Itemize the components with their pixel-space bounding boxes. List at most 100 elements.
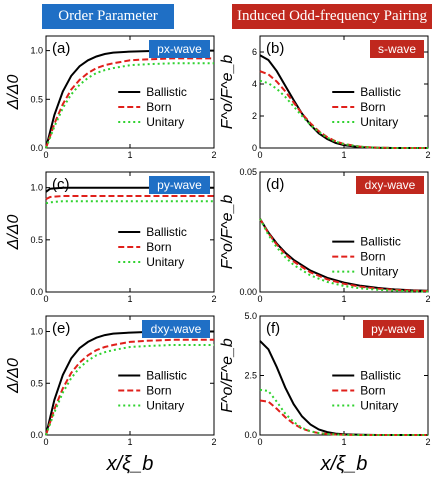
- y-tick-label: 0.0: [30, 143, 43, 153]
- series-line-ballistic: [259, 340, 428, 436]
- legend-label-ballistic: Ballistic: [146, 369, 187, 383]
- y-tick-label: 1.0: [30, 183, 43, 193]
- series-line-ballistic: [45, 49, 214, 149]
- legend-label-unitary: Unitary: [360, 265, 398, 279]
- panel-f: 0 1 2 0.0 2.5 5.0 (f) py-wave BallisticBornUnita…: [219, 311, 431, 447]
- x-axis-label: x/ξ_b: [320, 453, 368, 475]
- legend-label-born: Born: [146, 384, 171, 398]
- wave-badge-label: s-wave: [378, 42, 416, 56]
- wave-badge-label: px-wave: [157, 42, 202, 56]
- panel-label: (b): [266, 40, 284, 57]
- x-tick-label: 2: [211, 437, 216, 447]
- y-tick-label: 0.5: [30, 235, 43, 245]
- wave-badge-label: dxy-wave: [151, 322, 202, 336]
- panel-label: (c): [52, 176, 70, 193]
- legend-label-ballistic: Ballistic: [146, 225, 187, 239]
- y-tick-label: 0.5: [30, 378, 43, 388]
- series-line-ballistic: [45, 186, 214, 193]
- panel-label: (d): [266, 176, 284, 193]
- panel-e: 0 1 2 0.0 0.5 1.0 (e) dxy-wave BallisticBornUnit…: [5, 315, 217, 447]
- x-tick-label: 0: [257, 294, 262, 304]
- wave-badge: [356, 176, 424, 194]
- series-line-unitary: [45, 200, 214, 205]
- y-tick-label: 1.0: [30, 327, 43, 337]
- x-tick-label: 1: [341, 294, 346, 304]
- legend-label-ballistic: Ballistic: [360, 85, 401, 99]
- series-line-unitary: [45, 344, 214, 436]
- panel-d: 0 1 2 0.00 0.05 (d) dxy-wave BallisticBornUnita…: [219, 167, 431, 304]
- panel-a: 0 1 2 0.0 0.5 1.0 (a) px-wave BallisticBornUnita…: [5, 35, 217, 160]
- legend-label-ballistic: Ballistic: [146, 85, 187, 99]
- y-axis-label: Δ/Δ0: [5, 214, 22, 250]
- legend-label-born: Born: [146, 100, 171, 114]
- x-tick-label: 2: [425, 294, 430, 304]
- x-tick-label: 0: [43, 294, 48, 304]
- legend-label-unitary: Unitary: [360, 115, 398, 129]
- legend-label-born: Born: [360, 250, 385, 264]
- series-line-unitary: [259, 218, 429, 293]
- x-axis-label: x/ξ_b: [106, 453, 154, 475]
- series-line-ballistic: [259, 54, 428, 149]
- y-tick-label: 0.05: [239, 167, 257, 177]
- series-line-born: [45, 57, 214, 149]
- series-line-born: [259, 70, 428, 149]
- panel-c: 0 1 2 0.0 0.5 1.0 (c) py-wave BallisticBornUnita…: [5, 171, 217, 304]
- series-line-ballistic: [259, 218, 429, 292]
- wave-badge-label: py-wave: [371, 322, 416, 336]
- legend-label-born: Born: [146, 240, 171, 254]
- series-line-born: [259, 218, 429, 292]
- legend-label-born: Born: [360, 100, 385, 114]
- panel-label: (a): [52, 40, 70, 57]
- wave-badge: [149, 176, 210, 194]
- y-tick-label: 4: [252, 79, 257, 89]
- y-axis-label: F^o/F^e_b: [219, 55, 236, 130]
- legend-label-unitary: Unitary: [146, 399, 184, 413]
- wave-badge: [363, 320, 424, 338]
- x-tick-label: 2: [425, 150, 430, 160]
- x-tick-label: 1: [127, 437, 132, 447]
- series-line-born: [45, 195, 214, 200]
- wave-badge: [370, 40, 424, 58]
- y-tick-label: 0.5: [30, 94, 43, 104]
- y-axis-label: Δ/Δ0: [5, 358, 22, 394]
- series-line-born: [45, 338, 214, 436]
- y-tick-label: 5.0: [244, 311, 257, 321]
- legend-label-born: Born: [360, 384, 385, 398]
- wave-badge-label: dxy-wave: [365, 178, 416, 192]
- y-tick-label: 0.00: [239, 287, 257, 297]
- y-tick-label: 2: [252, 111, 257, 121]
- y-tick-label: 0.0: [30, 287, 43, 297]
- y-tick-label: 1.0: [30, 46, 43, 56]
- x-tick-label: 2: [425, 437, 430, 447]
- panel-label: (e): [52, 320, 70, 337]
- x-tick-label: 0: [257, 437, 262, 447]
- series-line-unitary: [259, 388, 428, 436]
- series-line-unitary: [259, 79, 428, 149]
- y-axis-label: Δ/Δ0: [5, 74, 22, 110]
- y-tick-label: 0.0: [244, 430, 257, 440]
- legend-label-ballistic: Ballistic: [360, 369, 401, 383]
- legend-label-unitary: Unitary: [360, 399, 398, 413]
- y-tick-label: 2.5: [244, 371, 257, 381]
- y-tick-label: 0.0: [30, 430, 43, 440]
- wave-badge-label: py-wave: [157, 178, 202, 192]
- x-tick-label: 2: [211, 294, 216, 304]
- x-tick-label: 1: [127, 294, 132, 304]
- header-odd-frequency-pairing: Induced Odd-frequency Pairing: [232, 4, 432, 29]
- panel-label: (f): [266, 320, 280, 337]
- wave-badge: [149, 40, 210, 58]
- legend-label-unitary: Unitary: [146, 255, 184, 269]
- legend-label-unitary: Unitary: [146, 115, 184, 129]
- y-axis-label: F^o/F^e_b: [219, 338, 236, 413]
- x-tick-label: 1: [341, 150, 346, 160]
- x-tick-label: 1: [341, 437, 346, 447]
- y-tick-label: 0: [252, 143, 257, 153]
- legend-label-ballistic: Ballistic: [360, 235, 401, 249]
- y-tick-label: 6: [252, 47, 257, 57]
- wave-badge: [142, 320, 210, 338]
- x-tick-label: 2: [211, 150, 216, 160]
- x-tick-label: 0: [43, 437, 48, 447]
- x-tick-label: 1: [127, 150, 132, 160]
